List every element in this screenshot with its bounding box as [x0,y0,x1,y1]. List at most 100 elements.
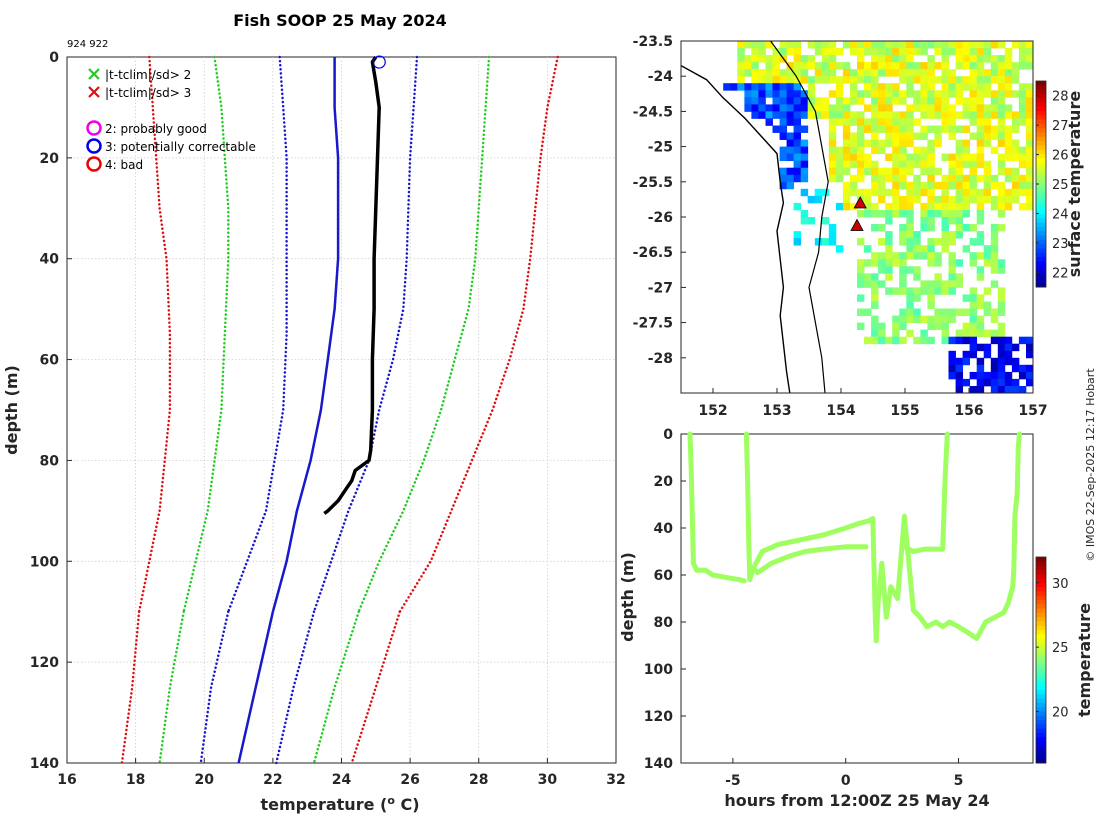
sst-cell [1011,76,1020,84]
sst-cell [779,83,788,91]
sst-cell [955,174,964,183]
sst-cell [857,41,865,49]
sst-cell [814,69,823,77]
sst-cell [906,55,914,63]
sst-cell [969,104,978,112]
sst-cell [969,76,978,84]
sst-cell [751,90,759,98]
sst-cell [899,160,907,169]
sst-cell [871,48,879,56]
sst-cell [1004,371,1013,380]
sst-cell [786,76,795,84]
sst-cell [962,83,971,91]
sst-cell [899,97,907,105]
td-ytick-label: 40 [654,521,674,537]
sst-cell [969,308,978,316]
sst-cell [793,238,802,246]
sst-cell [892,146,900,155]
sst-cell [842,62,851,70]
colorbar-segment [1036,638,1046,644]
sst-cell [906,160,914,169]
sst-cell [751,62,759,70]
sst-cell [955,125,964,133]
sst-cell [1004,62,1013,70]
map-ticks: 152 153 154 155 156 157 -23.5 -24 -24.5 -25 -25.5 -… [633,34,1048,419]
sst-cell [899,48,907,56]
sst-cell [835,48,844,56]
sst-cell [1033,41,1040,48]
sst-cell [962,357,971,366]
sst-cell [990,76,999,84]
colorbar-segment [1036,758,1046,764]
sst-cell [842,195,851,204]
colorbar-segment [1036,617,1046,622]
sst-cell [941,118,949,126]
sst-cell [920,62,928,70]
sst-cell [955,308,964,316]
sst-cell [857,55,865,63]
sst-cell [779,104,788,112]
sst-cell [814,104,823,112]
sst-cell [885,83,893,91]
sst-cell [814,76,823,84]
sst-cell [821,62,830,70]
sst-cell [793,97,802,105]
sst-cell [786,62,795,70]
sst-cell [927,41,935,49]
sst-cell [828,55,837,63]
sst-cell [807,55,816,63]
sst-cell [850,83,858,91]
sst-cell [955,48,964,56]
sst-cell [976,174,985,183]
sst-cell [800,217,809,225]
sst-cell [864,167,872,176]
sst-cell [983,118,992,126]
sst-cell [941,76,949,84]
colorbar-segment [1036,145,1046,151]
sst-cell [913,231,921,239]
sst-cell [1018,202,1027,211]
sst-cell [906,308,914,316]
sst-cell [1018,97,1027,105]
sst-cell [828,231,837,239]
sst-cell [1004,343,1013,352]
sst-cell [983,181,992,190]
sst-cell [983,329,992,338]
sst-cell [772,125,780,133]
sst-cell [941,174,949,183]
sst-cell [1004,386,1013,393]
sst-cell [821,55,830,63]
sst-cell [765,69,773,77]
sst-cell [821,238,830,246]
sst-cell [772,104,780,112]
sst-cell [892,202,900,211]
sst-cell [976,378,985,387]
sst-cell [1026,55,1033,63]
sst-cell [885,174,893,183]
sst-cell [983,55,992,63]
sst-cell [842,167,851,176]
sst-cell [744,41,752,49]
sst-cell [948,252,956,260]
sst-cell [962,111,971,119]
sst-cell [913,238,921,246]
sst-cell [885,188,893,197]
sst-cell [1011,181,1020,190]
sst-cell [744,104,752,112]
sst-cell [941,41,949,49]
sst-cell [913,118,921,126]
sst-cell [786,174,795,183]
sst-cell [969,252,978,260]
sst-cell [976,55,985,63]
sst-cell [828,132,837,140]
sst-cell [990,181,999,190]
sst-cell [948,167,956,176]
colorbar-segment [1036,98,1046,103]
sst-cell [948,160,956,169]
sst-cell [779,118,788,126]
sst-cell [906,217,914,225]
sst-cell [990,174,999,183]
sst-cell [864,48,872,56]
colorbar-segment [1036,102,1046,108]
sst-cell [871,139,879,148]
